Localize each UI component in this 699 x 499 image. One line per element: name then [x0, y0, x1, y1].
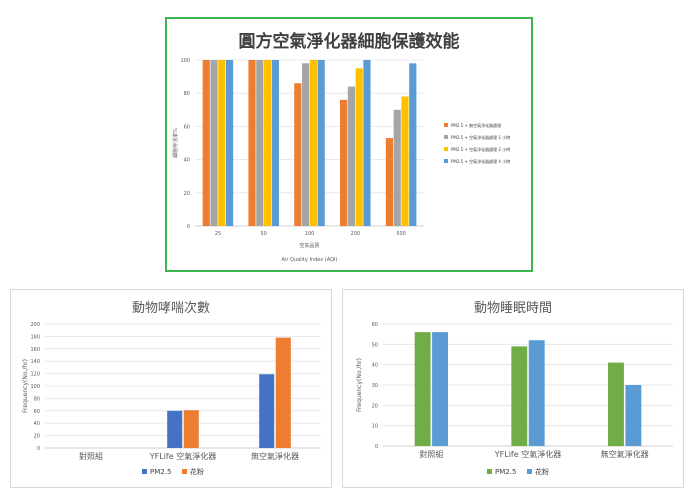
bar — [340, 99, 348, 226]
cell-protection-chart: 圓方空氣淨化器細胞保護效能 0 20 40 60 80 100 25 50 100 200 500 細胞… — [172, 31, 510, 263]
legend-swatch — [444, 159, 448, 163]
bar — [302, 63, 310, 226]
y-tick-label: 40 — [34, 421, 40, 427]
bar — [210, 60, 218, 226]
bar — [355, 68, 363, 226]
x-tick-label: 200 — [351, 231, 361, 237]
y-tick-label: 30 — [372, 383, 378, 389]
y-tick-label: 10 — [372, 424, 378, 430]
y-tick-label: 0 — [37, 446, 40, 452]
legend-swatch — [487, 469, 492, 474]
y-tick-label: 0 — [375, 444, 378, 450]
x-tick-label: 無空氣淨化器 — [601, 449, 649, 459]
x-axis-label: 空氣品質 — [299, 242, 319, 249]
legend-label: PM2.5 — [495, 468, 516, 476]
bar — [264, 60, 272, 226]
bar — [259, 374, 275, 448]
y-tick-label: 60 — [372, 322, 378, 328]
y-tick-label: 60 — [184, 124, 190, 130]
bar — [167, 410, 183, 448]
bar — [218, 60, 226, 226]
y-tick-label: 40 — [372, 363, 378, 369]
bar — [363, 60, 371, 226]
y-tick-label: 200 — [30, 322, 40, 328]
chart-title: 動物哮喘次數 — [132, 300, 210, 316]
y-tick-label: 180 — [30, 334, 40, 340]
y-tick-label: 20 — [184, 191, 190, 197]
x-tick-label: 25 — [215, 231, 221, 237]
bar — [183, 410, 199, 448]
asthma-frequency-chart: 動物哮喘次數 0 20 40 60 80 100 120 140 160 180 200 對照組 YFLi… — [22, 300, 321, 476]
x-tick-label: 500 — [396, 231, 406, 237]
legend-label: PM2.5 + 空氣淨化器處理 2 小時 — [451, 146, 510, 152]
y-tick-label: 40 — [184, 158, 190, 164]
sleep-chart-panel: 動物睡眠時間 0 10 20 30 40 50 60 對照組 YFLife 空氣淨化器 無空氣淨化器… — [342, 289, 684, 488]
y-axis-label: 細胞存活率% — [172, 128, 179, 158]
bar — [625, 385, 642, 446]
legend-swatch — [444, 123, 448, 127]
x-axis-label-secondary: Air Quality Index (AQI) — [282, 257, 338, 263]
x-tick-label: YFLife 空氣淨化器 — [149, 451, 216, 461]
bar — [248, 60, 256, 226]
y-tick-label: 20 — [372, 403, 378, 409]
bar — [432, 332, 448, 446]
legend-label: PM2.5 — [150, 468, 171, 476]
bar — [256, 60, 264, 226]
legend-label: 花粉 — [535, 467, 549, 476]
bar — [385, 138, 394, 226]
y-tick-label: 50 — [372, 342, 378, 348]
y-axis-label: Frequency(No./hr) — [356, 358, 363, 412]
y-tick-label: 140 — [30, 359, 40, 365]
y-tick-label: 20 — [34, 434, 40, 440]
bar — [393, 109, 401, 226]
legend-label: PM2.5 + 無空氣淨化器處理 — [451, 122, 501, 128]
x-tick-label: YFLife 空氣淨化器 — [494, 449, 561, 459]
bar — [317, 60, 325, 226]
bar — [202, 60, 210, 226]
y-tick-label: 100 — [30, 384, 40, 390]
x-tick-label: 無空氣淨化器 — [251, 451, 299, 461]
legend-swatch — [444, 135, 448, 139]
bar — [608, 362, 624, 446]
y-tick-label: 100 — [180, 58, 190, 64]
bar — [294, 83, 302, 227]
legend-swatch — [527, 469, 532, 474]
bar — [409, 63, 417, 226]
chart-title: 圓方空氣淨化器細胞保護效能 — [239, 31, 460, 52]
legend-swatch — [444, 147, 448, 151]
legend-label: 花粉 — [190, 467, 204, 476]
sleep-time-chart: 動物睡眠時間 0 10 20 30 40 50 60 對照組 YFLife 空氣淨化器 無空氣淨化器… — [356, 301, 673, 476]
bar — [271, 60, 279, 226]
bar — [511, 346, 528, 446]
y-tick-label: 60 — [34, 409, 40, 415]
bar — [414, 332, 431, 446]
bar — [309, 60, 317, 226]
x-tick-label: 50 — [261, 231, 267, 237]
x-tick-label: 100 — [305, 231, 315, 237]
legend-swatch — [182, 469, 187, 474]
y-tick-label: 160 — [30, 347, 40, 353]
y-tick-label: 80 — [184, 91, 190, 97]
legend-label: PM2.5 + 空氣淨化器處理 1 小時 — [451, 134, 510, 140]
bar — [225, 60, 234, 226]
legend-swatch — [142, 469, 147, 474]
x-tick-label: 對照組 — [79, 451, 103, 461]
chart-title: 動物睡眠時間 — [474, 301, 552, 316]
bar — [275, 337, 291, 448]
asthma-chart-panel: 動物哮喘次數 0 20 40 60 80 100 120 140 160 180 200 對照組 YFLi… — [10, 289, 332, 488]
y-tick-label: 80 — [34, 396, 40, 402]
bar — [528, 340, 545, 446]
x-tick-label: 對照組 — [419, 449, 443, 459]
legend-label: PM2.5 + 空氣淨化器處理 4 小時 — [451, 158, 510, 164]
bar — [347, 86, 355, 226]
y-tick-label: 120 — [30, 372, 40, 378]
cell-protection-chart-panel: 圓方空氣淨化器細胞保護效能 0 20 40 60 80 100 25 50 100 200 500 細胞… — [165, 17, 533, 272]
y-tick-label: 0 — [187, 224, 190, 230]
y-axis-label: Frequency(No./hr) — [22, 359, 29, 413]
bar — [401, 96, 409, 227]
